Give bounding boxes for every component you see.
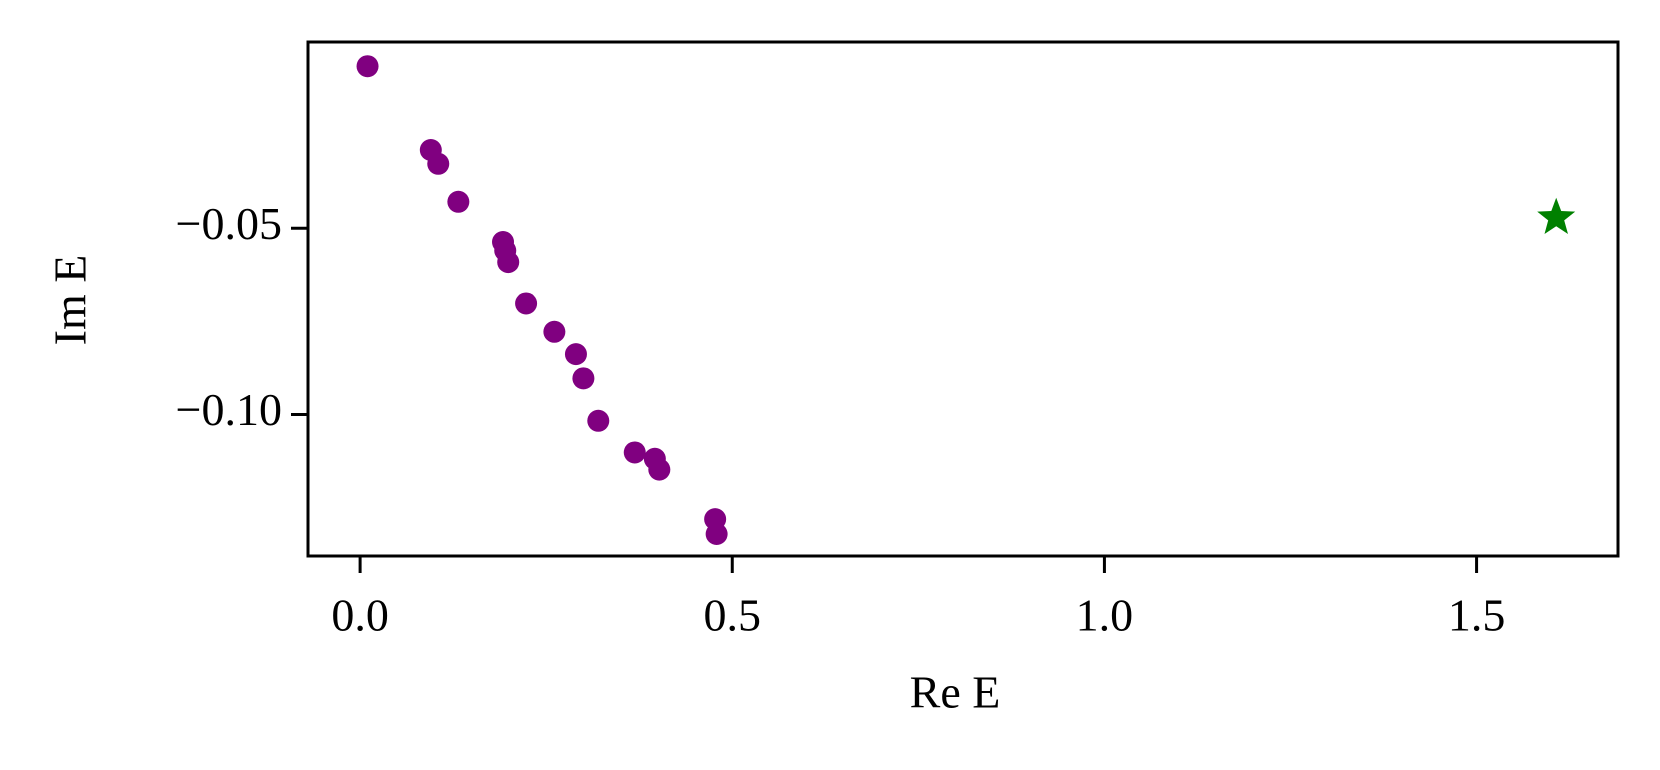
plot-frame [306, 40, 1620, 558]
point [427, 152, 450, 175]
point [356, 55, 379, 78]
x-tick-label: 0.5 [704, 590, 762, 641]
point [572, 367, 595, 390]
point [705, 523, 728, 546]
y-tick-label: −0.05 [176, 198, 282, 249]
x-tick-label: 1.0 [1076, 590, 1134, 641]
point [497, 251, 520, 274]
y-tick-label: −0.10 [176, 384, 282, 435]
point [515, 292, 538, 315]
point [543, 320, 566, 343]
point [648, 458, 671, 481]
star-point [1537, 197, 1576, 234]
y-axis-label: Im E [45, 255, 96, 346]
x-tick-label: 0.0 [331, 590, 389, 641]
point [587, 409, 610, 432]
point [564, 343, 587, 366]
point [447, 190, 470, 213]
point [623, 441, 646, 464]
x-axis-label: Re E [910, 667, 1001, 718]
x-tick-label: 1.5 [1448, 590, 1506, 641]
